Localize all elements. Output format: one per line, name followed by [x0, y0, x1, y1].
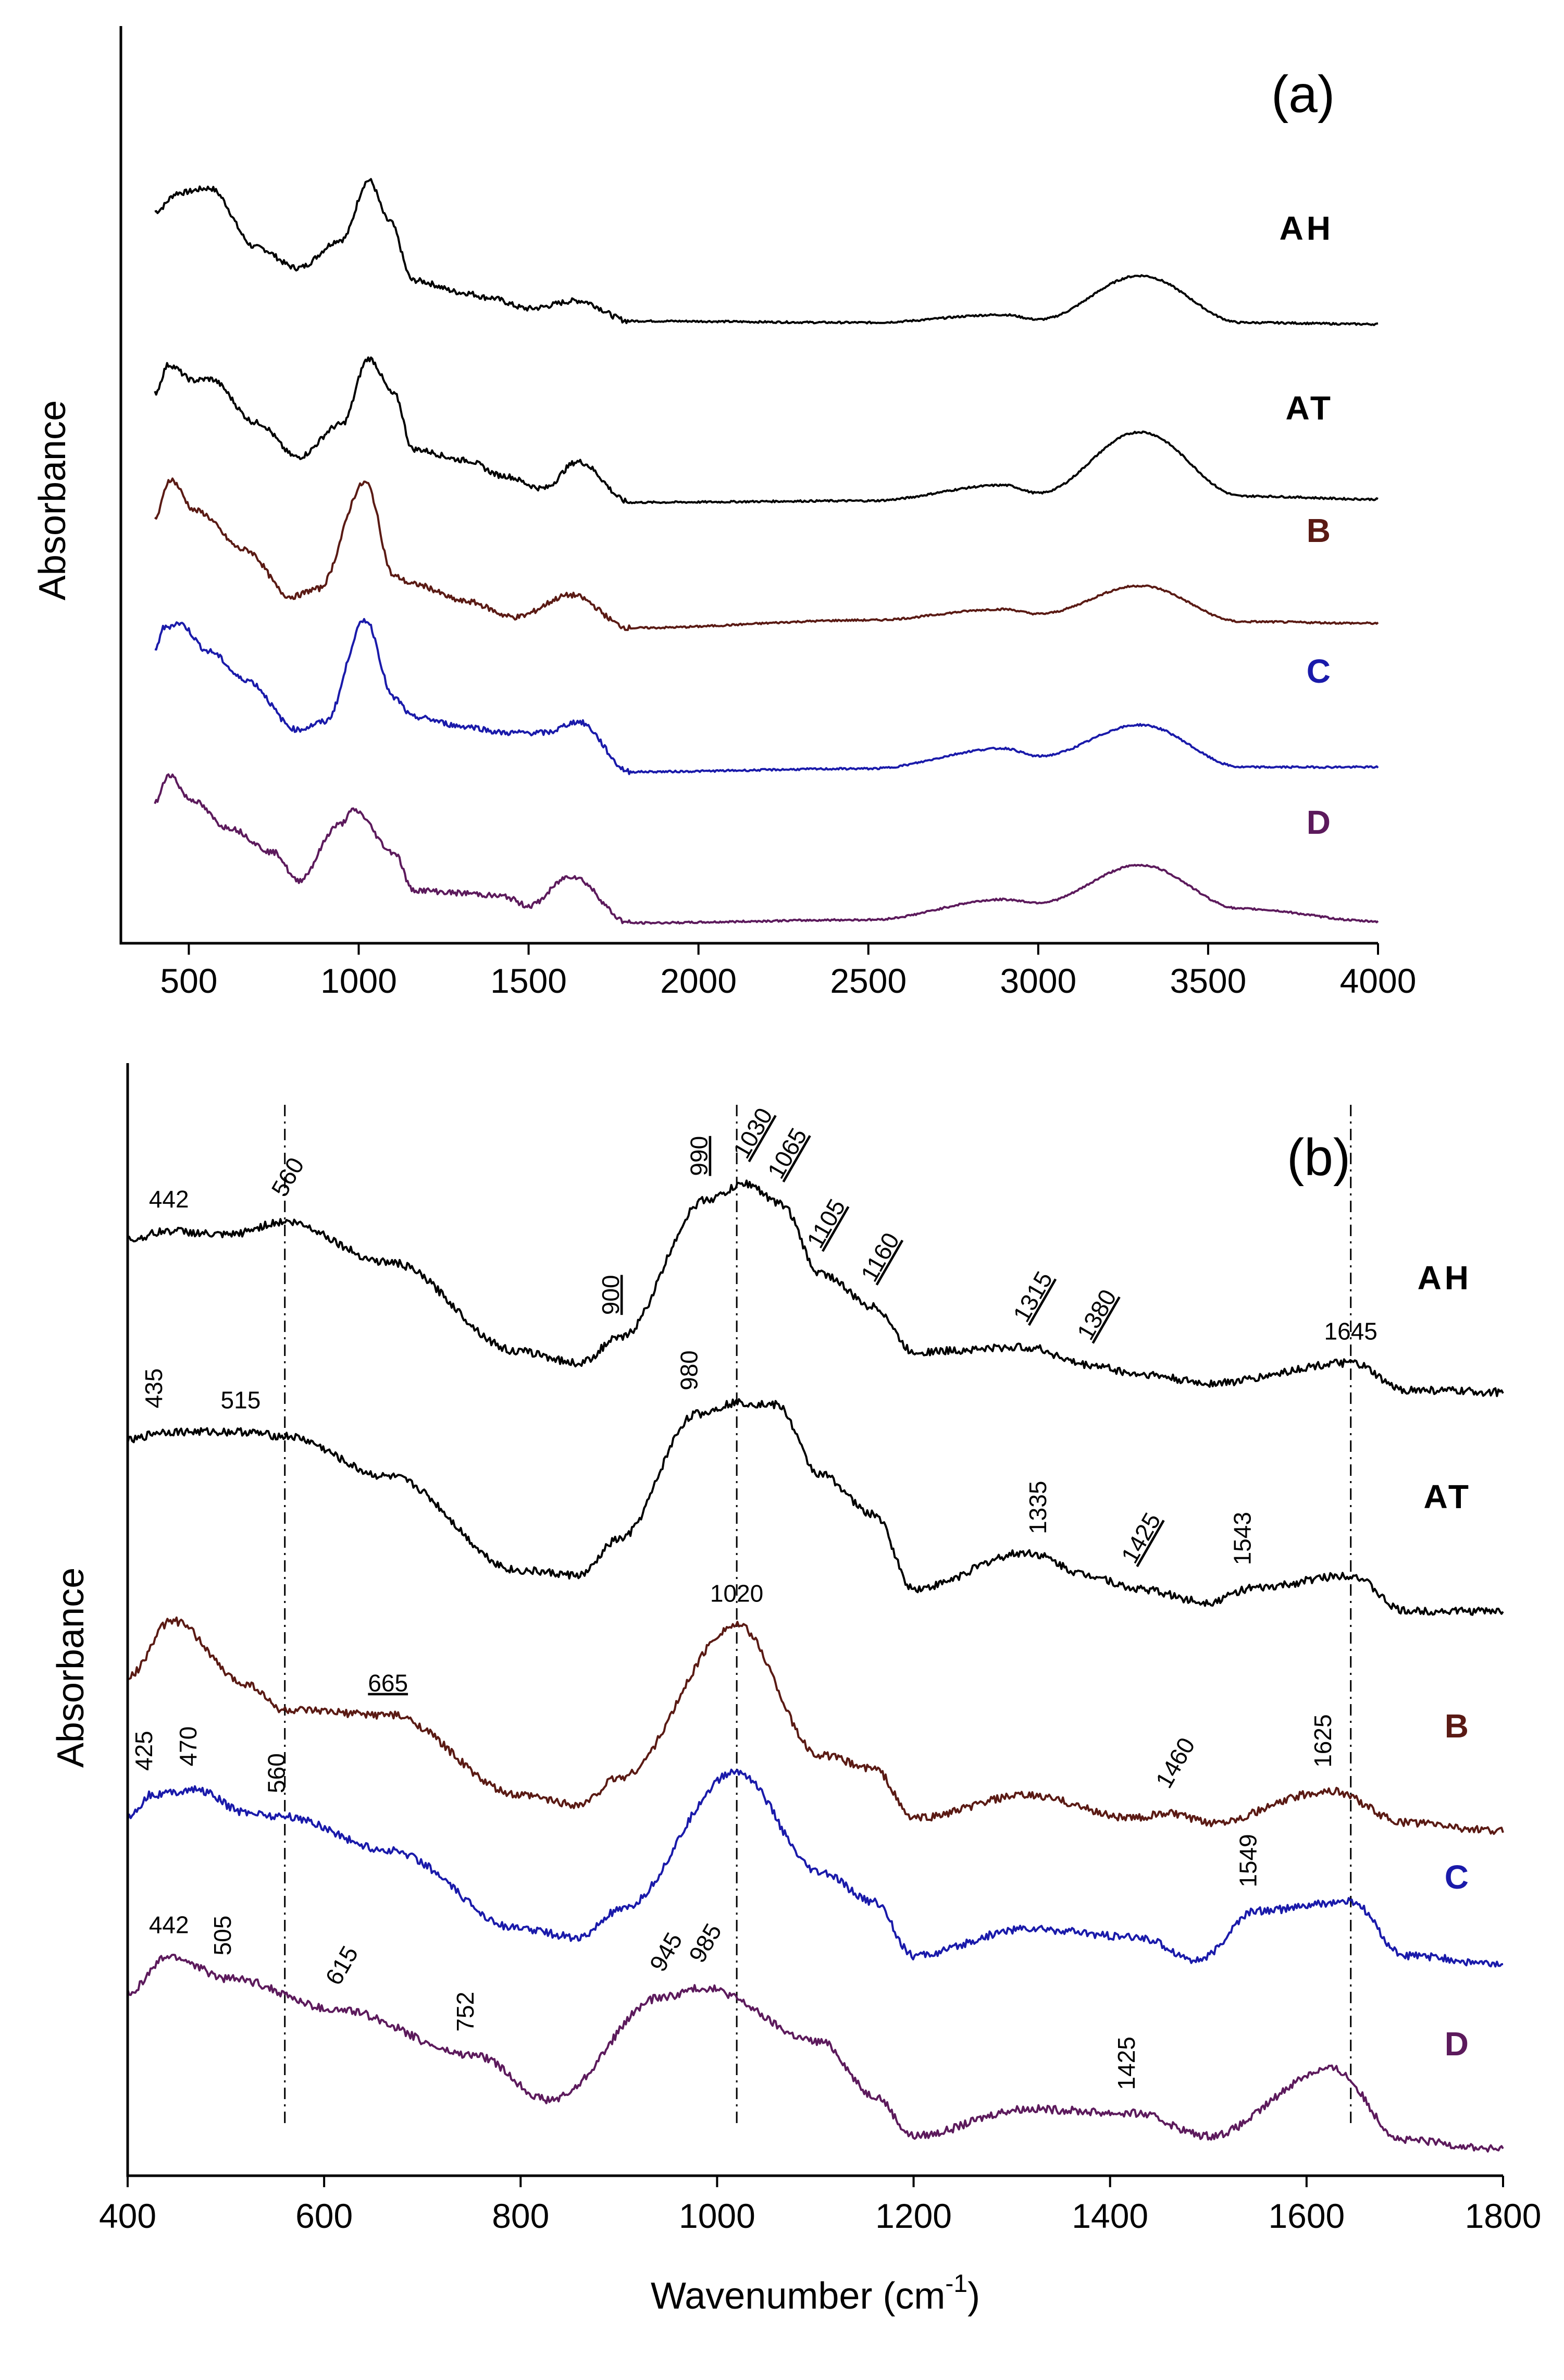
panel-b-annotation-1030-3: 1030 — [728, 1103, 778, 1163]
panel-a-xtick-label-3000: 3000 — [1000, 961, 1076, 1000]
panel-b-legend-at: AT — [1423, 1478, 1472, 1515]
panel-b-xtick-label-1600: 1600 — [1268, 2197, 1345, 2235]
panel-b-annotation-752-28: 752 — [452, 1992, 479, 2032]
panel-b-xtick-label-800: 800 — [492, 2197, 549, 2235]
panel-a-xtick-label-2500: 2500 — [830, 961, 907, 1000]
panel-b-annotation-1065-4: 1065 — [762, 1124, 812, 1183]
panel-a-series: AH AT B C D — [154, 178, 1379, 925]
panel-b-annotation-442-0: 442 — [149, 1186, 189, 1213]
panel-b-series-d — [127, 1954, 1504, 2153]
panel-a-series-c — [154, 618, 1379, 775]
panel-a-xtick-label-1500: 1500 — [490, 961, 567, 1000]
panel-b-annotation-1425-15: 1425 — [1116, 1508, 1166, 1568]
panel-a-series-at — [154, 356, 1379, 504]
panel-b-annotation-980-13: 980 — [676, 1350, 703, 1390]
panel-b-annotation-1425-31: 1425 — [1113, 2037, 1140, 2090]
panel-b-annotation-1160-6: 1160 — [855, 1228, 904, 1286]
panel-b-annotation-560-23: 560 — [263, 1753, 290, 1793]
panel-a-legend-d: D — [1307, 804, 1334, 841]
panel-a-xtick-label-500: 500 — [160, 961, 217, 1000]
panel-b-annotation-560-1: 560 — [266, 1153, 309, 1201]
panel-a: 500 1000 1500 2000 2500 3000 3500 4000 AHATBCD … — [32, 26, 1416, 1000]
panel-a-series-ah — [154, 178, 1379, 326]
panel-b: 400 600 800 1000 1200 1400 1600 1800 AH AT B C D 44… — [50, 1063, 1541, 2317]
panel-b-ylabel: Absorbance — [50, 1568, 92, 1768]
panel-b-xtick-label-600: 600 — [295, 2197, 353, 2235]
panel-b-annotation-615-27: 615 — [320, 1941, 363, 1989]
panel-a-series-b — [154, 477, 1379, 631]
panel-b-xtick-label-400: 400 — [99, 2197, 156, 2235]
panel-b-annotation-505-26: 505 — [209, 1916, 236, 1956]
panel-b-xtick-label-1400: 1400 — [1072, 2197, 1148, 2235]
panel-b-series: AH AT B C D — [127, 1179, 1504, 2153]
panel-b-annotation-1105-5: 1105 — [801, 1194, 850, 1253]
panel-a-ticks: 500 1000 1500 2000 2500 3000 3500 4000 — [160, 943, 1416, 1000]
panel-b-reference-lines — [284, 1105, 1352, 2126]
panel-b-annotation-665-18: 665 — [368, 1670, 408, 1697]
panel-a-xtick-label-2000: 2000 — [660, 961, 737, 1000]
panel-b-axes — [126, 1063, 1503, 2177]
panel-b-legend-b: B — [1445, 1707, 1472, 1745]
panel-b-annotation-1625-20: 1625 — [1309, 1714, 1336, 1767]
panel-a-label: (a) — [1271, 65, 1335, 124]
panel-b-annotation-1335-14: 1335 — [1024, 1481, 1051, 1534]
panel-a-series-d — [154, 773, 1379, 925]
panel-b-series-b — [127, 1616, 1504, 1835]
panel-a-ylabel: Absorbance — [32, 400, 73, 600]
panel-b-annotation-435-11: 435 — [140, 1368, 167, 1409]
panel-b-annotation-425-21: 425 — [130, 1731, 157, 1771]
panel-b-annotation-1549-24: 1549 — [1235, 1834, 1262, 1887]
panel-b-annotation-985-30: 985 — [684, 1919, 727, 1967]
panel-a-legend-c: C — [1307, 652, 1334, 690]
panel-b-annotation-990-2: 990 — [686, 1136, 713, 1176]
panel-b-xtick-label-1800: 1800 — [1465, 2197, 1542, 2235]
panel-b-xtick-label-1200: 1200 — [875, 2197, 952, 2235]
panel-b-annotation-1020-17: 1020 — [710, 1580, 763, 1607]
panel-b-legend-d: D — [1445, 2025, 1472, 2063]
panel-b-legend-c: C — [1445, 1858, 1472, 1896]
panel-b-annotation-515-12: 515 — [221, 1386, 261, 1413]
panel-b-series-at — [127, 1398, 1504, 1616]
panel-a-xtick-label-3500: 3500 — [1170, 961, 1247, 1000]
panel-b-annotation-900-9: 900 — [597, 1275, 624, 1315]
panel-b-series-c — [127, 1768, 1504, 1968]
panel-b-annotation-442-25: 442 — [149, 1911, 189, 1938]
panel-a-xtick-label-1000: 1000 — [320, 961, 397, 1000]
panel-b-annotation-1543-16: 1543 — [1228, 1512, 1256, 1565]
panel-b-annotation-470-22: 470 — [175, 1727, 202, 1767]
panel-a-xtick-label-4000: 4000 — [1340, 961, 1417, 1000]
panel-b-annotation-1380-8: 1380 — [1072, 1285, 1122, 1345]
panel-b-xtick-label-1000: 1000 — [679, 2197, 755, 2235]
panel-a-legend-at: AT — [1285, 389, 1334, 427]
panel-b-series-ah — [127, 1179, 1504, 1397]
panel-b-annotation-1315-7: 1315 — [1008, 1267, 1058, 1327]
panel-b-xlabel: Wavenumber (cm-1) — [651, 2270, 980, 2317]
panel-b-annotation-1645-10: 1645 — [1324, 1318, 1377, 1345]
panel-b-ticks: 400 600 800 1000 1200 1400 1600 1800 — [99, 2176, 1541, 2235]
panel-b-legend-ah: AH — [1418, 1259, 1472, 1297]
panel-a-axes — [119, 26, 1378, 945]
panel-b-label: (b) — [1287, 1128, 1350, 1187]
panel-b-annotation-1460-19: 1460 — [1150, 1733, 1200, 1793]
panel-a-legend-ah: AH — [1280, 209, 1334, 247]
panel-b-annotation-945-29: 945 — [644, 1928, 687, 1976]
panel-a-legend-b: B — [1307, 512, 1334, 549]
